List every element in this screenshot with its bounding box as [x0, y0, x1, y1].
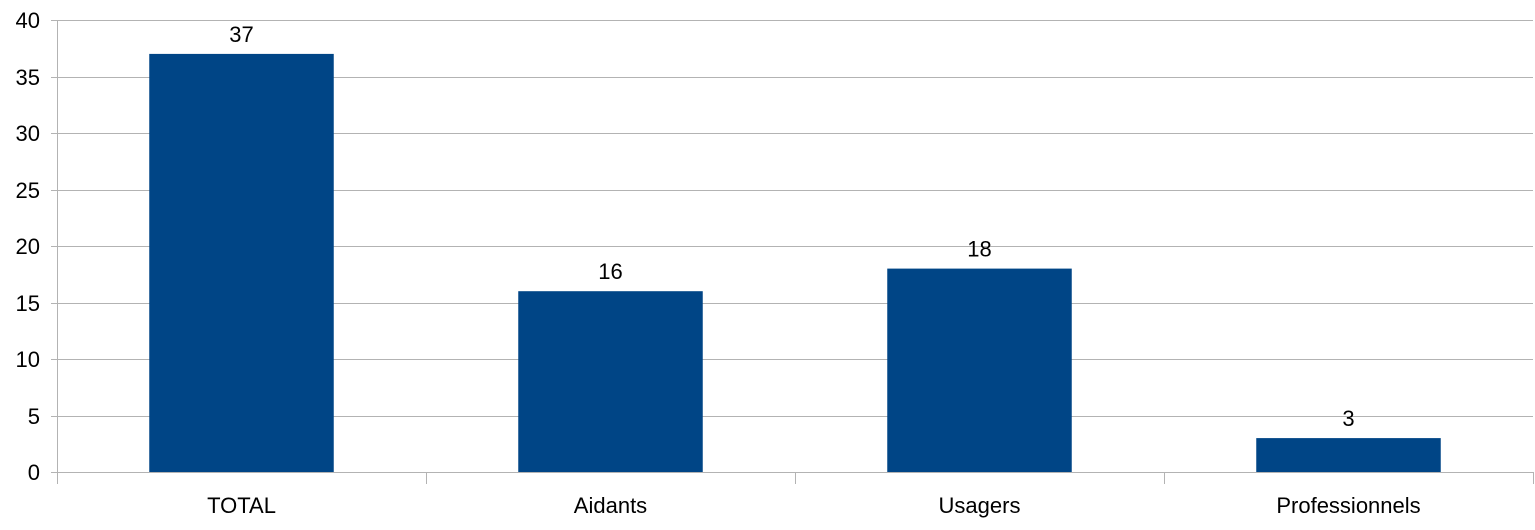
bar-aidants [518, 291, 703, 472]
x-tick-label: Aidants [574, 493, 647, 518]
y-tick-label: 35 [16, 65, 40, 90]
bar-usagers [887, 269, 1072, 472]
x-tick-label: Usagers [939, 493, 1021, 518]
x-tick-label: Professionnels [1276, 493, 1420, 518]
y-tick-label: 5 [28, 404, 40, 429]
x-tick-labels: TOTAL Aidants Usagers Professionnels [207, 493, 1421, 518]
data-label: 3 [1342, 406, 1354, 431]
bar-total [149, 54, 334, 472]
data-label: 18 [967, 237, 991, 262]
bar-professionnels [1256, 438, 1441, 472]
bars [149, 54, 1441, 472]
y-tick-label: 0 [28, 460, 40, 485]
y-tick-labels: 0 5 10 15 20 25 30 35 40 [16, 8, 40, 485]
y-tick-label: 15 [16, 291, 40, 316]
y-tick-label: 10 [16, 347, 40, 372]
data-labels: 37 16 18 3 [229, 22, 1354, 431]
y-tick-label: 40 [16, 8, 40, 33]
y-tick-label: 25 [16, 178, 40, 203]
y-tick-label: 30 [16, 121, 40, 146]
data-label: 37 [229, 22, 253, 47]
x-tick-label: TOTAL [207, 493, 276, 518]
y-tick-label: 20 [16, 234, 40, 259]
data-label: 16 [598, 259, 622, 284]
